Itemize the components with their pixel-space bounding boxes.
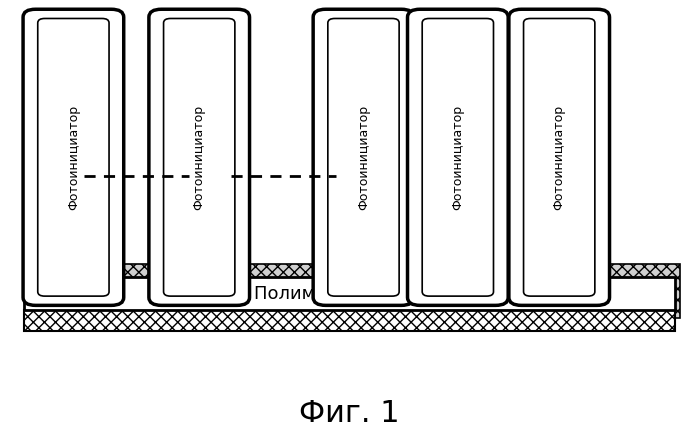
Text: Полимерный скелет: Полимерный скелет xyxy=(254,285,445,303)
FancyBboxPatch shape xyxy=(328,18,399,296)
Text: Фотоинициатор: Фотоинициатор xyxy=(357,105,370,210)
FancyBboxPatch shape xyxy=(164,18,235,296)
Text: Фотоинициатор: Фотоинициатор xyxy=(452,105,464,210)
Text: Фотоинициатор: Фотоинициатор xyxy=(553,105,565,210)
Text: Фотоинициатор: Фотоинициатор xyxy=(193,105,206,210)
FancyBboxPatch shape xyxy=(422,18,493,296)
Text: Фотоинициатор: Фотоинициатор xyxy=(67,105,80,210)
Text: Фиг. 1: Фиг. 1 xyxy=(299,399,400,428)
FancyBboxPatch shape xyxy=(408,9,508,305)
FancyBboxPatch shape xyxy=(313,9,414,305)
FancyBboxPatch shape xyxy=(23,9,124,305)
FancyBboxPatch shape xyxy=(524,18,595,296)
Bar xyxy=(24,310,675,331)
FancyBboxPatch shape xyxy=(149,9,250,305)
Bar xyxy=(24,277,675,310)
Bar xyxy=(30,264,680,318)
FancyBboxPatch shape xyxy=(509,9,610,305)
FancyBboxPatch shape xyxy=(38,18,109,296)
